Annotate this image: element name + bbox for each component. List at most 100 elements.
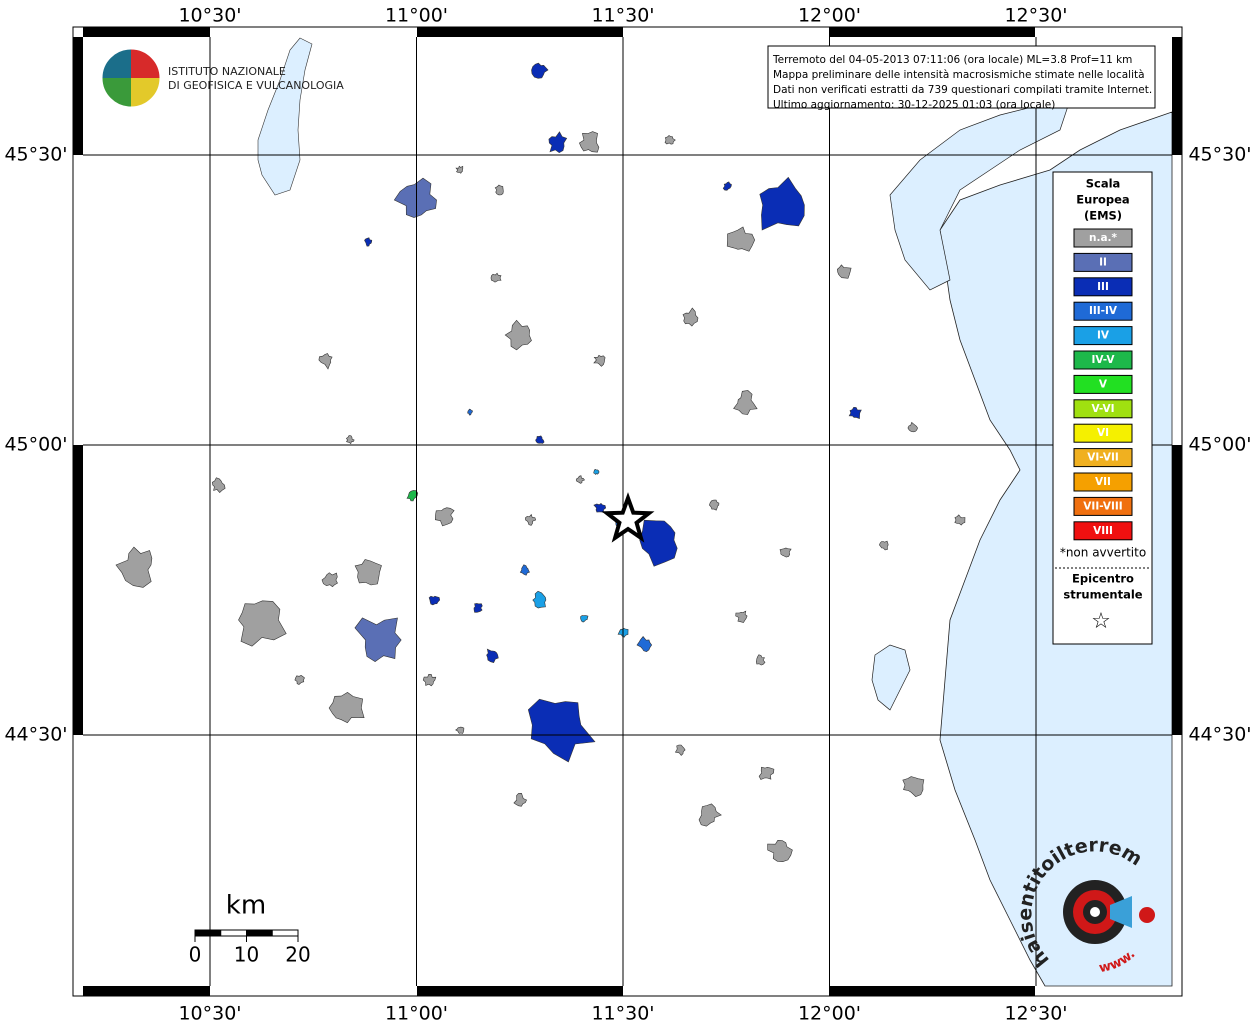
legend-swatch bbox=[1073, 350, 1133, 370]
legend-label: VI-VII bbox=[1087, 452, 1119, 464]
town bbox=[902, 776, 925, 797]
lake bbox=[257, 37, 313, 196]
town bbox=[393, 177, 437, 218]
town bbox=[211, 477, 226, 494]
legend-star: ☆ bbox=[1091, 609, 1111, 634]
info-line: Ultimo aggiornamento: 30-12-2025 01:03 (… bbox=[773, 99, 1055, 111]
legend-swatch bbox=[1073, 301, 1133, 321]
legend-label: VII-VIII bbox=[1083, 500, 1122, 512]
legend-note: *non avvertito bbox=[1060, 546, 1146, 560]
town bbox=[722, 181, 732, 191]
scale-segment bbox=[246, 929, 273, 937]
legend-label: III bbox=[1097, 281, 1109, 293]
legend-swatch bbox=[1073, 228, 1133, 248]
town bbox=[907, 421, 918, 433]
legend-swatch bbox=[1073, 374, 1133, 394]
town bbox=[321, 572, 338, 588]
info-line: Mappa preliminare delle intensità macros… bbox=[773, 69, 1145, 81]
town bbox=[593, 469, 600, 475]
scale-unit: km bbox=[226, 891, 266, 921]
town bbox=[513, 792, 528, 807]
legend-label: III-IV bbox=[1089, 305, 1118, 317]
town bbox=[735, 610, 748, 623]
lon-label: 12°30' bbox=[1004, 5, 1067, 27]
town bbox=[636, 636, 653, 653]
town bbox=[548, 131, 568, 154]
town bbox=[579, 131, 600, 153]
town bbox=[879, 540, 889, 551]
legend-label: II bbox=[1099, 256, 1107, 268]
scale-segment bbox=[220, 929, 247, 937]
scale-label: 10 bbox=[234, 943, 259, 967]
legend-label: n.a.* bbox=[1089, 232, 1118, 244]
lat-label: 45°30' bbox=[4, 144, 67, 166]
lon-label: 11°30' bbox=[591, 5, 654, 27]
town bbox=[664, 135, 676, 145]
town bbox=[318, 353, 333, 370]
legend-swatch bbox=[1073, 277, 1133, 297]
town bbox=[726, 226, 756, 252]
town bbox=[639, 519, 678, 567]
town bbox=[733, 390, 758, 415]
graticule: 10°30' 10°30' 11°00' 11°00' 11°30' 11°30' 12°0… bbox=[4, 5, 1251, 1024]
town bbox=[364, 237, 373, 247]
legend-swatch bbox=[1073, 252, 1133, 272]
town bbox=[294, 675, 305, 685]
legend-swatch bbox=[1073, 521, 1133, 541]
town bbox=[532, 590, 547, 609]
town bbox=[494, 184, 504, 196]
lagoon bbox=[871, 644, 911, 711]
info-lines: Terremoto del 04-05-2013 07:11:06 (ora l… bbox=[772, 54, 1152, 111]
town bbox=[345, 435, 355, 445]
town bbox=[473, 603, 483, 613]
lon-label: 11°00' bbox=[385, 5, 448, 27]
town bbox=[682, 307, 699, 327]
legend-swatch bbox=[1073, 326, 1133, 346]
legend-label: V bbox=[1099, 378, 1108, 390]
lon-label: 12°30' bbox=[1004, 1003, 1067, 1024]
town bbox=[428, 595, 441, 606]
town bbox=[467, 408, 473, 416]
town bbox=[593, 354, 606, 367]
legend-swatch bbox=[1073, 448, 1133, 468]
town bbox=[354, 617, 402, 662]
legend-title: Scala bbox=[1086, 177, 1121, 191]
legend-label: VII bbox=[1095, 476, 1111, 488]
town bbox=[504, 319, 532, 351]
ingv-logo: ISTITUTO NAZIONALE DI GEOFISICA E VULCAN… bbox=[101, 48, 344, 108]
legend-label: VI bbox=[1097, 427, 1109, 439]
town bbox=[836, 264, 852, 279]
town bbox=[115, 546, 153, 588]
lat-label: 45°00' bbox=[4, 434, 67, 456]
logo-text: DI GEOFISICA E VULCANOLOGIA bbox=[168, 79, 344, 92]
lagoon bbox=[889, 99, 1071, 291]
town bbox=[848, 406, 862, 420]
scale-bar: km 0 10 20 bbox=[189, 891, 311, 967]
epicenter bbox=[601, 492, 655, 543]
lat-label: 45°30' bbox=[1188, 144, 1251, 166]
town bbox=[758, 766, 775, 780]
logo-text: ISTITUTO NAZIONALE bbox=[168, 65, 286, 78]
lon-label: 11°30' bbox=[591, 1003, 654, 1024]
lat-label: 45°00' bbox=[1188, 434, 1251, 456]
town bbox=[434, 507, 455, 527]
legend-swatch bbox=[1073, 472, 1133, 492]
epicenter-star bbox=[601, 492, 655, 543]
town bbox=[767, 839, 793, 863]
legend-title: Europea bbox=[1076, 193, 1129, 207]
lon-label: 12°00' bbox=[798, 5, 861, 27]
town bbox=[406, 490, 419, 502]
lat-label: 44°30' bbox=[1188, 724, 1251, 746]
town bbox=[575, 475, 585, 484]
info-line: Terremoto del 04-05-2013 07:11:06 (ora l… bbox=[772, 54, 1132, 66]
town bbox=[531, 62, 549, 79]
towns bbox=[115, 62, 966, 863]
town bbox=[328, 692, 365, 724]
legend-label: IV bbox=[1097, 330, 1110, 342]
scale-segment bbox=[194, 929, 222, 937]
town bbox=[527, 698, 596, 763]
town bbox=[709, 499, 720, 511]
lon-label: 10°30' bbox=[178, 5, 241, 27]
legend-swatch bbox=[1073, 399, 1133, 419]
info-box bbox=[767, 45, 1156, 109]
